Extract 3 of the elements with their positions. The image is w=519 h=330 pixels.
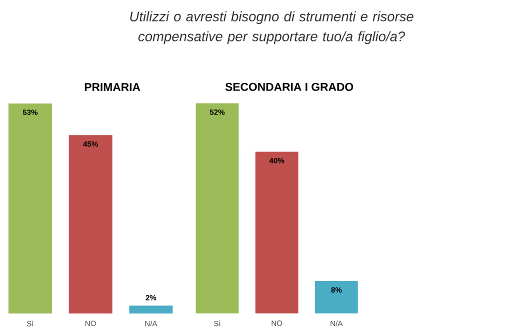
chart-title: SECONDARIA I GRADO	[225, 83, 354, 92]
text: Utilizzi o avresti bisogno di strumenti e risorse compensative per supportare tuo/a figlio/a?	[130, 11, 414, 44]
chart-title: PRIMARIA	[84, 83, 140, 92]
